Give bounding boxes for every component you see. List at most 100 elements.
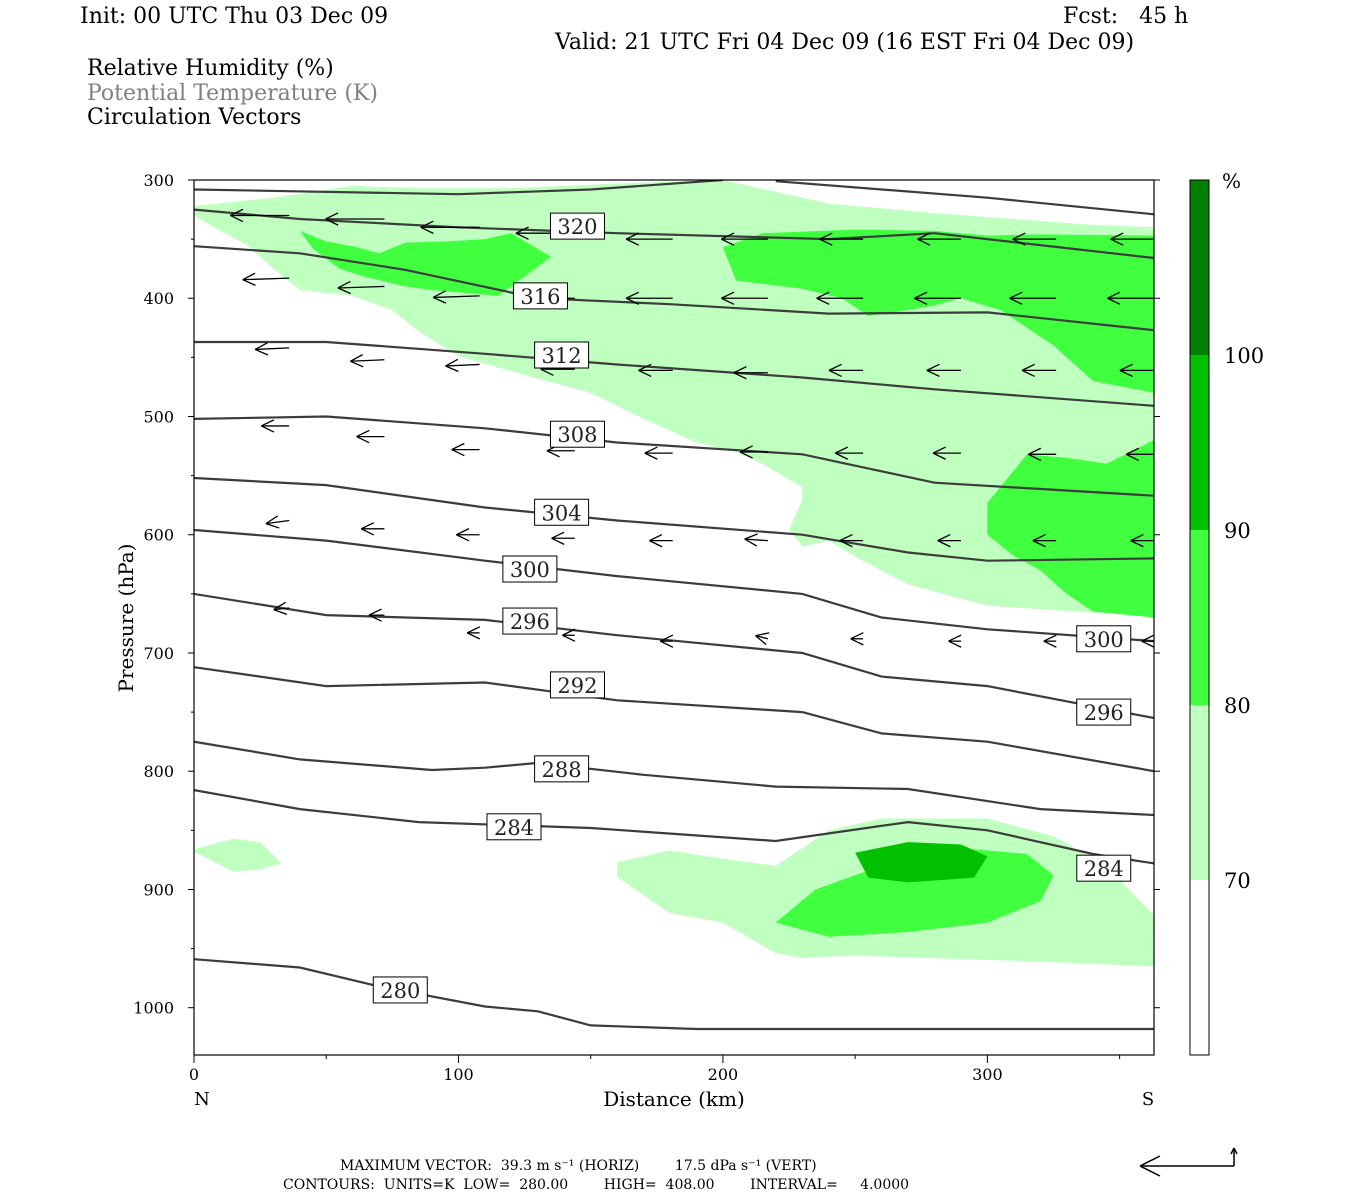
legend-circulation-vectors: Circulation Vectors [87, 105, 302, 130]
circulation-vector [261, 419, 290, 433]
circulation-vector [360, 522, 385, 536]
circulation-vector [273, 601, 290, 616]
contours-note: CONTOURS: UNITS=K LOW= 280.00 HIGH= 408.… [283, 1177, 910, 1193]
circulation-vector [1012, 232, 1057, 246]
svg-text:284: 284 [494, 816, 534, 840]
valid-time: Valid: 21 UTC Fri 04 Dec 09 (16 EST Fri … [555, 30, 1135, 55]
isentrope-300 [194, 528, 1154, 643]
circulation-vector [445, 358, 480, 373]
isentrope-312 [194, 340, 1154, 407]
isentrope-288 [194, 740, 1154, 817]
isentrope-304 [194, 476, 1154, 562]
svg-text:300: 300 [1084, 628, 1124, 652]
isentrope-284 [194, 789, 1154, 865]
circulation-vector [135, 207, 194, 219]
svg-text:280: 280 [380, 979, 420, 1003]
circulation-vector [562, 628, 576, 642]
y-tick-label: 900 [143, 880, 174, 899]
circulation-vector [721, 291, 768, 305]
svg-text:320: 320 [557, 215, 597, 239]
contour-label-296: 296 [502, 607, 558, 635]
y-tick-label: 300 [143, 171, 174, 190]
circulation-vector [432, 290, 480, 304]
circulation-vector [644, 446, 673, 460]
contour-label-320: 320 [549, 212, 605, 240]
legend-potential-temperature: Potential Temperature (K) [87, 81, 378, 106]
south-label: S [1142, 1089, 1154, 1110]
x-axis-label: Distance (km) [603, 1087, 745, 1111]
contour-label-296: 296 [1076, 698, 1132, 726]
circulation-vector [659, 634, 674, 648]
circulation-vector [1107, 291, 1154, 305]
circulation-vector [194, 520, 195, 522]
circulation-vector [926, 363, 961, 378]
circulation-vector [839, 533, 864, 548]
plot-frame [193, 179, 1155, 1056]
colorbar-swatch [1190, 705, 1209, 880]
north-label: N [194, 1089, 210, 1110]
contour-label-304: 304 [534, 498, 590, 526]
colorbar-swatch [1190, 355, 1209, 530]
circulation-vector [739, 445, 768, 459]
colorbar-swatch [1190, 180, 1209, 355]
rh-region-90-6 [855, 842, 988, 883]
colorbar-level-label: 70 [1224, 869, 1251, 893]
legend-relative-humidity: Relative Humidity (%) [87, 56, 334, 81]
y-tick-label: 700 [143, 644, 174, 663]
x-tick-label: 0 [189, 1065, 199, 1084]
svg-text:312: 312 [542, 344, 582, 368]
circulation-vector [755, 632, 770, 646]
circulation-vector [625, 291, 673, 305]
y-tick-label: 500 [143, 407, 174, 426]
forecast-hour: Fcst: 45 h [1063, 4, 1189, 29]
contour-label-292: 292 [549, 671, 605, 699]
circulation-vector [819, 232, 864, 246]
circulation-vector [466, 626, 481, 640]
contour-label-288: 288 [534, 755, 590, 783]
circulation-vector [194, 605, 195, 607]
init-time: Init: 00 UTC Thu 03 Dec 09 [80, 4, 389, 29]
circulation-vector [456, 528, 480, 542]
y-tick-label: 600 [143, 526, 174, 545]
circulation-vector [420, 220, 480, 234]
isentrope-308 [194, 415, 1154, 497]
isentrope-324 [194, 180, 723, 196]
circulation-vector [932, 446, 961, 460]
contour-label-280: 280 [372, 976, 428, 1004]
circulation-vector [1110, 232, 1154, 246]
colorbar-frame [1189, 179, 1210, 1056]
svg-text:308: 308 [557, 423, 597, 447]
svg-text:284: 284 [1084, 857, 1124, 881]
circulation-vector [828, 363, 864, 378]
circulation-vector [1125, 447, 1154, 461]
circulation-vector [1027, 447, 1057, 461]
svg-text:292: 292 [557, 674, 597, 698]
circulation-vector [914, 291, 961, 305]
contour-label-284: 284 [1076, 854, 1132, 882]
circulation-vector [337, 280, 385, 295]
circulation-vector [368, 608, 385, 622]
circulation-vector [625, 232, 673, 246]
isentrope-316 [194, 245, 1154, 332]
circulation-vector [1021, 363, 1057, 378]
circulation-vector [160, 339, 194, 351]
circulation-vector [948, 634, 962, 648]
contour-label-284: 284 [486, 813, 542, 841]
circulation-vector [1032, 533, 1057, 548]
x-tick-label: 200 [708, 1065, 739, 1084]
circulation-vector [937, 533, 961, 548]
contour-label-316: 316 [512, 282, 568, 310]
svg-text:304: 304 [542, 501, 582, 525]
rh-region-80-4 [299, 230, 552, 296]
circulation-vector [242, 272, 290, 286]
circulation-vector [1009, 291, 1057, 305]
circulation-vector [1130, 533, 1154, 548]
contour-label-312: 312 [534, 341, 590, 369]
contour-label-300: 300 [1076, 625, 1132, 653]
x-tick-label: 300 [972, 1065, 1003, 1084]
circulation-vector [733, 366, 768, 380]
circulation-vector [325, 212, 385, 226]
colorbar-level-label: 90 [1224, 519, 1251, 543]
circulation-vector [265, 515, 290, 529]
svg-text:296: 296 [1084, 701, 1124, 725]
